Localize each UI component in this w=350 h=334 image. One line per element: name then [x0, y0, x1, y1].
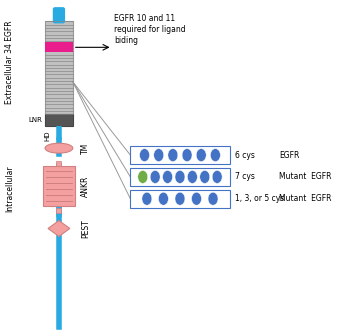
Bar: [56, 208, 61, 213]
FancyBboxPatch shape: [54, 8, 64, 23]
Text: TM: TM: [81, 143, 90, 154]
Text: Intracellular: Intracellular: [5, 165, 14, 212]
Text: Extracellular 34 EGFR: Extracellular 34 EGFR: [5, 20, 14, 104]
Text: 7 cys: 7 cys: [234, 172, 254, 181]
Text: EGFR 10 and 11
required for ligand
biding: EGFR 10 and 11 required for ligand bidin…: [114, 14, 186, 45]
Text: PEST: PEST: [81, 219, 90, 238]
Polygon shape: [48, 220, 70, 236]
Ellipse shape: [187, 170, 197, 183]
Ellipse shape: [140, 149, 149, 162]
Text: 1, 3, or 5 cys: 1, 3, or 5 cys: [234, 194, 284, 203]
Ellipse shape: [175, 170, 185, 183]
Text: Mutant  EGFR: Mutant EGFR: [279, 194, 332, 203]
Text: EGFR: EGFR: [279, 151, 300, 160]
Bar: [45, 21, 73, 115]
Ellipse shape: [45, 143, 73, 153]
Ellipse shape: [175, 192, 185, 205]
Bar: [130, 190, 230, 208]
Ellipse shape: [142, 192, 152, 205]
Text: LNR: LNR: [28, 117, 42, 123]
Ellipse shape: [210, 149, 220, 162]
Text: HD: HD: [44, 130, 50, 141]
Bar: [45, 115, 73, 126]
Bar: [56, 161, 61, 166]
Ellipse shape: [154, 149, 164, 162]
Ellipse shape: [191, 192, 202, 205]
Text: ANKR: ANKR: [81, 175, 90, 196]
Bar: [130, 168, 230, 186]
Bar: [45, 42, 73, 52]
Ellipse shape: [212, 170, 222, 183]
Ellipse shape: [208, 192, 218, 205]
Bar: [130, 146, 230, 164]
Ellipse shape: [159, 192, 168, 205]
Ellipse shape: [182, 149, 192, 162]
Text: 6 cys: 6 cys: [234, 151, 254, 160]
Ellipse shape: [138, 170, 148, 183]
Text: Mutant  EGFR: Mutant EGFR: [279, 172, 332, 181]
Bar: [43, 166, 75, 206]
Ellipse shape: [150, 170, 160, 183]
Ellipse shape: [196, 149, 206, 162]
Ellipse shape: [168, 149, 178, 162]
Ellipse shape: [163, 170, 173, 183]
Ellipse shape: [200, 170, 210, 183]
